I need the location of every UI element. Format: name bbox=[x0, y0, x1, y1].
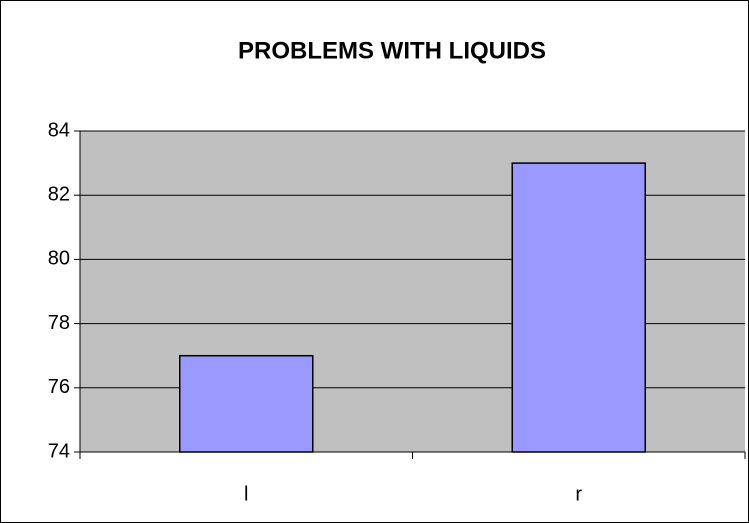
y-tick-label: 76 bbox=[48, 376, 70, 398]
bar bbox=[179, 354, 314, 453]
bar bbox=[511, 162, 646, 453]
x-tick-label: l bbox=[244, 483, 248, 505]
y-tick-label: 74 bbox=[48, 440, 70, 462]
x-tick-label: r bbox=[575, 483, 582, 505]
y-tick-label: 82 bbox=[48, 183, 70, 205]
y-tick-label: 78 bbox=[48, 312, 70, 334]
y-tick-label: 80 bbox=[48, 248, 70, 270]
chart-title: PROBLEMS WITH LIQUIDS bbox=[238, 37, 546, 64]
y-tick-label: 84 bbox=[48, 119, 70, 141]
